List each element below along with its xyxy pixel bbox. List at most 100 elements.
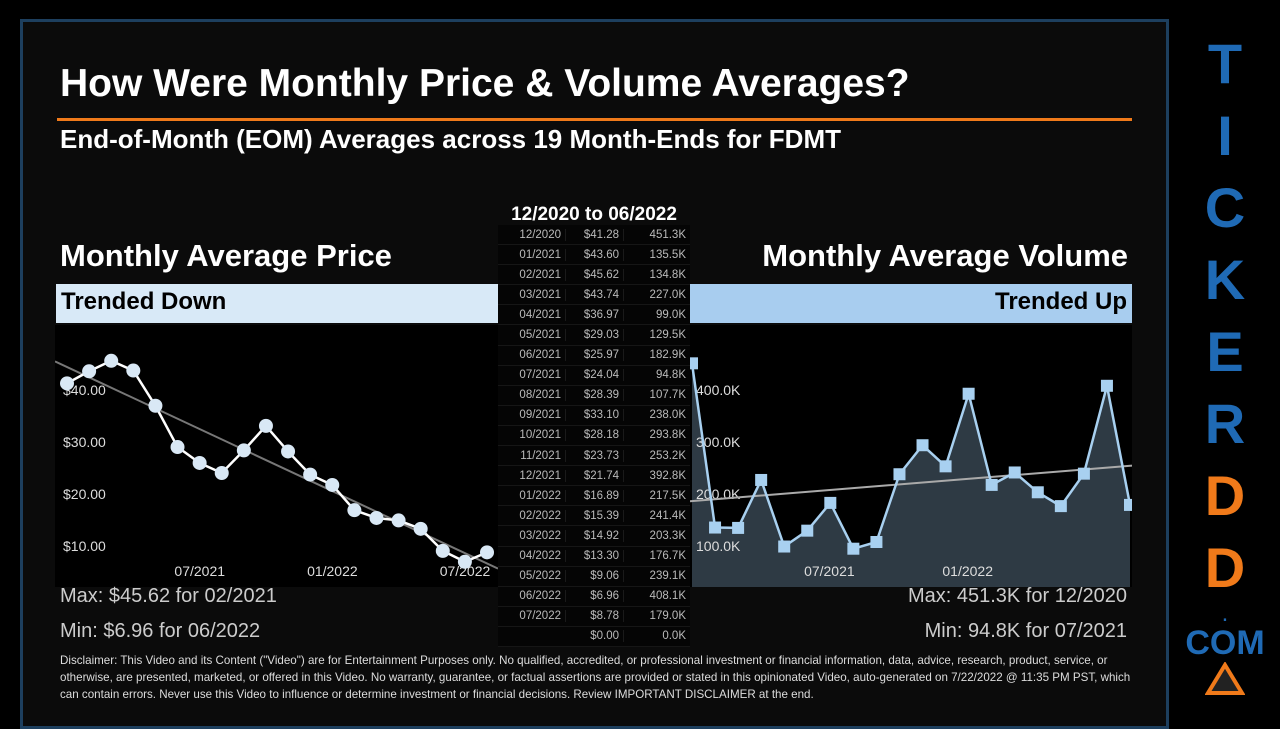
data-point — [369, 510, 384, 525]
table-row: 09/2021 $33.10 238.0K — [498, 406, 690, 426]
data-point — [126, 363, 141, 378]
table-row: 07/2021 $24.04 94.8K — [498, 366, 690, 386]
data-point — [82, 364, 97, 379]
volume-heading: Monthly Average Volume — [762, 238, 1128, 273]
data-point — [347, 503, 362, 518]
table-row: 06/2021 $25.97 182.9K — [498, 346, 690, 366]
data-point — [690, 357, 698, 370]
data-point — [1054, 500, 1067, 513]
data-point — [480, 545, 494, 560]
table-cell-month: 03/2022 — [498, 529, 566, 542]
table-cell-volume: 392.8K — [649, 469, 686, 482]
brand-letter: E — [1206, 320, 1244, 383]
data-point — [801, 524, 814, 537]
data-point — [778, 540, 791, 553]
table-row: 02/2022 $15.39 241.4K — [498, 506, 690, 527]
table-cell-month: 10/2021 — [498, 429, 566, 442]
data-point — [1100, 379, 1113, 392]
brand-letter: D — [1204, 464, 1246, 527]
table-cell-price: $36.97 — [566, 308, 624, 321]
table-row: 01/2021 $43.60 135.5K — [498, 245, 690, 266]
price-heading: Monthly Average Price — [60, 238, 392, 273]
table-cell-price: $9.06 — [566, 570, 624, 583]
y-tick-label: 400.0K — [696, 382, 741, 398]
data-point — [104, 353, 119, 368]
data-point — [1077, 467, 1090, 480]
y-tick-label: $30.00 — [63, 434, 106, 450]
table-cell-volume: 239.1K — [649, 570, 686, 583]
table-row: 06/2022 $6.96 408.1K — [498, 587, 690, 607]
table-cell-price: $8.78 — [566, 610, 624, 623]
table-cell-month: 01/2022 — [498, 489, 566, 502]
table-cell-volume: 176.7K — [649, 550, 686, 563]
price-max: Max: $45.62 for 02/2021 — [60, 585, 277, 607]
brand-letter: R — [1204, 392, 1246, 455]
brand-letter: I — [1217, 104, 1233, 167]
data-point — [1124, 498, 1132, 511]
data-point — [170, 440, 185, 455]
area-fill — [692, 363, 1130, 587]
data-point — [709, 521, 722, 534]
table-cell-month: 03/2021 — [498, 288, 566, 301]
data-point — [236, 443, 251, 458]
x-tick-label: 01/2022 — [307, 563, 358, 579]
brand-logo: T I C K E R D D . COM — [1180, 28, 1270, 701]
table-row: 05/2022 $9.06 239.1K — [498, 567, 690, 587]
data-point — [755, 473, 768, 486]
table-row: 07/2022 $8.78 179.0K — [498, 607, 690, 627]
table-cell-price: $28.18 — [566, 429, 624, 442]
table-row: 10/2021 $28.18 293.8K — [498, 426, 690, 447]
table-cell-month: 06/2021 — [498, 349, 566, 362]
data-point — [962, 387, 975, 400]
y-tick-label: 300.0K — [696, 434, 741, 450]
y-tick-label: $40.00 — [63, 382, 106, 398]
table-cell-month: 05/2021 — [498, 329, 566, 342]
data-point — [824, 496, 837, 509]
table-cell-volume: 253.2K — [649, 449, 686, 462]
data-point — [732, 521, 745, 534]
data-point — [413, 521, 428, 536]
data-point — [939, 460, 952, 473]
table-cell-volume: 293.8K — [649, 429, 686, 442]
data-point — [303, 467, 318, 482]
data-table: 12/2020 $41.28 451.3K 01/2021 $43.60 135.5K 02… — [498, 225, 690, 647]
table-row: 03/2022 $14.92 203.3K — [498, 526, 690, 547]
data-point — [281, 444, 296, 459]
title-divider — [57, 118, 1132, 121]
table-cell-month: 04/2022 — [498, 550, 566, 563]
table-cell-month: 07/2022 — [498, 610, 566, 623]
data-point — [192, 455, 207, 470]
table-cell-volume: 451.3K — [649, 228, 686, 241]
table-cell-volume: 408.1K — [649, 590, 686, 603]
table-cell-volume: 94.8K — [655, 369, 686, 382]
table-row: 01/2022 $16.89 217.5K — [498, 486, 690, 507]
table-cell-volume: 182.9K — [649, 349, 686, 362]
table-cell-price: $33.10 — [566, 409, 624, 422]
y-tick-label: $10.00 — [63, 538, 106, 554]
data-point — [148, 398, 163, 413]
table-cell-price: $21.74 — [566, 469, 624, 482]
table-cell-volume: 217.5K — [649, 489, 686, 502]
table-cell-price: $6.96 — [566, 590, 624, 603]
volume-min: Min: 94.8K for 07/2021 — [924, 620, 1127, 642]
table-row: 03/2021 $43.74 227.0K — [498, 285, 690, 306]
data-point — [391, 513, 406, 528]
data-point — [457, 554, 472, 569]
data-point — [985, 478, 998, 491]
table-cell-month: 08/2021 — [498, 389, 566, 402]
table-cell-price: $24.04 — [566, 369, 624, 382]
table-cell-price: $23.73 — [566, 449, 624, 462]
table-row: 12/2021 $21.74 392.8K — [498, 466, 690, 487]
price-min: Min: $6.96 for 06/2022 — [60, 620, 261, 642]
data-point — [60, 376, 74, 391]
table-row: $0.00 0.0K — [498, 627, 690, 647]
table-cell-volume: 134.8K — [649, 268, 686, 281]
table-cell-price: $0.00 — [566, 630, 624, 643]
data-point — [893, 468, 906, 481]
x-tick-label: 07/2021 — [804, 563, 855, 579]
data-point — [214, 465, 229, 480]
brand-letter: D — [1204, 536, 1246, 599]
table-row: 12/2020 $41.28 451.3K — [498, 225, 690, 246]
table-cell-month: 12/2021 — [498, 469, 566, 482]
table-cell-month: 02/2021 — [498, 268, 566, 281]
